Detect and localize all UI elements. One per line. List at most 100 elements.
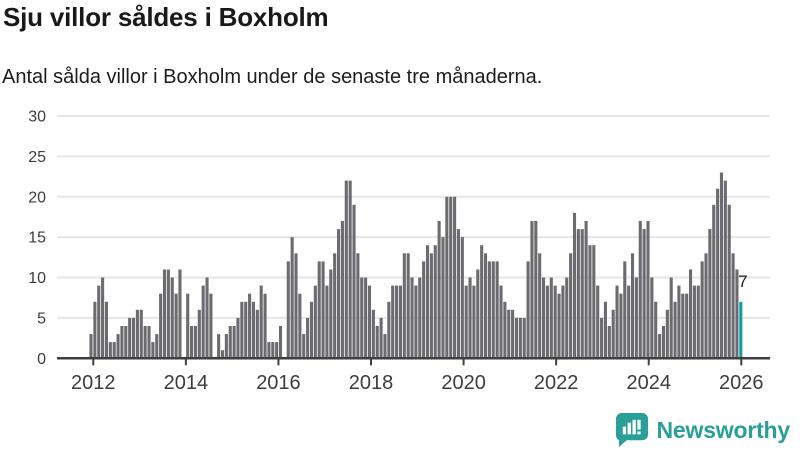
month-bar — [360, 277, 364, 359]
month-bar — [367, 285, 372, 359]
month-bar — [340, 221, 344, 359]
month-bar — [398, 285, 402, 359]
month-bar — [456, 229, 461, 359]
month-bar — [89, 334, 93, 359]
month-bar — [507, 309, 511, 359]
month-bar — [445, 196, 449, 359]
y-axis-label: 10 — [28, 270, 46, 287]
month-bar — [514, 317, 519, 359]
x-axis-label: 2024 — [626, 372, 671, 394]
month-bar — [306, 317, 310, 359]
month-bar — [638, 221, 642, 359]
month-bar — [228, 326, 232, 359]
month-bar — [534, 221, 538, 359]
month-bar — [549, 277, 553, 359]
month-bar — [545, 285, 549, 359]
month-bar — [391, 285, 395, 359]
month-bar — [646, 221, 650, 359]
month-bar — [708, 229, 712, 359]
month-bar — [108, 342, 112, 359]
month-bar — [371, 309, 375, 359]
speech-bubble-shape — [615, 413, 648, 447]
month-bar — [429, 253, 433, 359]
month-bar — [627, 285, 631, 359]
month-bar — [286, 261, 290, 359]
x-axis-label: 2020 — [441, 372, 486, 394]
month-bar — [634, 277, 638, 359]
month-bar — [611, 309, 615, 359]
month-bar — [615, 285, 619, 359]
month-bar — [232, 326, 236, 359]
month-bar — [170, 277, 174, 359]
month-bar — [460, 237, 464, 359]
month-bar — [553, 285, 557, 359]
month-bar — [522, 317, 526, 359]
newsworthy-logo-icon — [615, 413, 648, 447]
month-bar — [491, 261, 495, 359]
y-axis-label: 0 — [37, 351, 46, 368]
month-bar — [422, 261, 426, 359]
month-bar — [317, 261, 321, 359]
y-axis-label: 15 — [28, 230, 46, 247]
month-bar — [476, 269, 480, 359]
month-bar — [402, 253, 406, 359]
month-bar — [704, 253, 708, 359]
y-axis-label: 25 — [28, 149, 46, 166]
month-bar — [348, 180, 352, 359]
month-bar — [437, 221, 441, 359]
month-bar — [244, 301, 248, 359]
month-bar — [217, 334, 221, 359]
month-bar — [290, 237, 294, 359]
month-bar — [669, 277, 673, 359]
month-bar — [487, 261, 491, 359]
month-bar — [321, 261, 325, 359]
month-bar — [654, 301, 658, 359]
month-bar — [240, 301, 244, 359]
month-bar — [124, 326, 128, 359]
month-bar — [193, 326, 197, 359]
month-bar — [650, 277, 654, 359]
month-bar — [186, 293, 190, 359]
month-bar — [483, 253, 488, 359]
month-bar — [104, 301, 109, 359]
month-bar — [155, 334, 159, 359]
month-bar — [352, 204, 356, 359]
month-bar — [692, 285, 696, 359]
month-bar — [112, 342, 116, 359]
month-bar — [132, 317, 136, 359]
month-bar — [309, 301, 314, 359]
month-bar — [441, 237, 445, 359]
month-bar — [375, 326, 379, 359]
newsworthy-logo: Newsworthy — [615, 413, 790, 448]
month-bar — [220, 350, 225, 359]
month-bar — [727, 204, 731, 359]
month-bar — [580, 229, 584, 359]
month-bar — [530, 221, 534, 359]
highlight-bar — [739, 301, 743, 359]
month-bar — [557, 293, 561, 359]
month-bar — [248, 293, 252, 359]
month-bar — [468, 277, 472, 359]
month-bar — [499, 285, 503, 359]
month-bar — [147, 326, 151, 359]
month-bar — [236, 317, 240, 359]
month-bar — [135, 309, 139, 359]
y-axis-label: 20 — [28, 189, 46, 206]
month-bar — [719, 172, 724, 359]
month-bar — [495, 261, 499, 359]
month-bar — [201, 285, 205, 359]
month-bar — [379, 317, 383, 359]
month-bar — [607, 326, 611, 359]
month-bar — [190, 326, 194, 359]
month-bar — [259, 285, 263, 359]
month-bar — [197, 309, 201, 359]
y-axis-label: 30 — [28, 108, 46, 125]
month-bar — [681, 293, 685, 359]
month-bar — [337, 229, 341, 359]
month-bar — [364, 277, 368, 359]
month-bar — [584, 221, 588, 359]
month-bar — [128, 317, 132, 359]
month-bar — [116, 334, 120, 359]
month-bar — [333, 253, 337, 359]
